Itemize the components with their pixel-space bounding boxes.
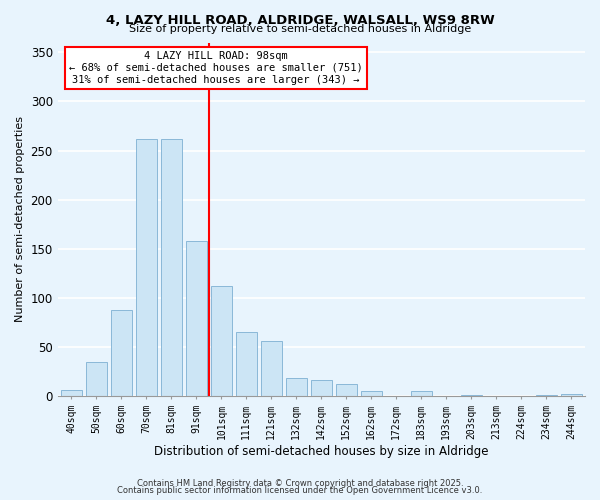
Bar (410, 391, 432, 396)
Text: Size of property relative to semi-detached houses in Aldridge: Size of property relative to semi-detach… (129, 24, 471, 34)
Bar (560, 394, 582, 396)
Text: 4 LAZY HILL ROAD: 98sqm
← 68% of semi-detached houses are smaller (751)
31% of s: 4 LAZY HILL ROAD: 98sqm ← 68% of semi-de… (69, 52, 363, 84)
Bar (211, 286, 232, 396)
Text: 4, LAZY HILL ROAD, ALDRIDGE, WALSALL, WS9 8RW: 4, LAZY HILL ROAD, ALDRIDGE, WALSALL, WS… (106, 14, 494, 27)
Bar (461, 395, 482, 396)
Bar (186, 241, 207, 396)
Bar (311, 380, 332, 396)
X-axis label: Distribution of semi-detached houses by size in Aldridge: Distribution of semi-detached houses by … (154, 444, 488, 458)
Bar (536, 395, 557, 396)
Bar (61, 390, 82, 396)
Bar (161, 138, 182, 396)
Bar (286, 378, 307, 396)
Text: Contains public sector information licensed under the Open Government Licence v3: Contains public sector information licen… (118, 486, 482, 495)
Text: Contains HM Land Registry data © Crown copyright and database right 2025.: Contains HM Land Registry data © Crown c… (137, 478, 463, 488)
Y-axis label: Number of semi-detached properties: Number of semi-detached properties (15, 116, 25, 322)
Bar (336, 384, 357, 396)
Bar (361, 391, 382, 396)
Bar (236, 332, 257, 396)
Bar (136, 138, 157, 396)
Bar (261, 341, 282, 396)
Bar (111, 310, 132, 396)
Bar (86, 362, 107, 396)
